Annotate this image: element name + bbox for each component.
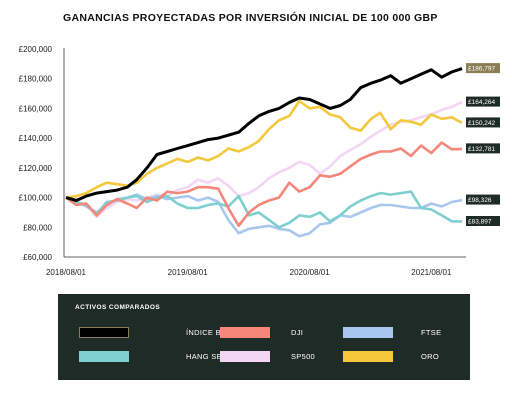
end-label-text: £132,781	[468, 146, 495, 153]
series-line-hang-seng	[65, 190, 463, 229]
end-label: £186,797	[466, 63, 500, 74]
series-line-dji	[65, 141, 463, 228]
end-label-box	[466, 143, 500, 154]
legend-swatch	[220, 351, 270, 362]
end-label-box	[466, 96, 500, 107]
legend-label: DJI	[291, 328, 304, 337]
end-label: £150,242	[466, 117, 500, 128]
x-tick-labels: 2018/08/01 2019/08/01 2020/08/01 2021/08/01	[46, 268, 452, 277]
end-label: £83,897	[466, 215, 500, 226]
legend-swatch	[220, 327, 270, 338]
legend-label: SP500	[291, 352, 316, 361]
end-label-text: £164,264	[468, 99, 495, 106]
end-label-box	[466, 63, 500, 74]
end-label-text: £83,897	[468, 218, 492, 225]
y-tick-label: £180,000	[19, 75, 53, 84]
legend-swatch	[343, 327, 393, 338]
x-tick-label: 2019/08/01	[168, 268, 209, 277]
y-tick-label: £160,000	[19, 104, 53, 113]
legend-swatch	[79, 327, 129, 338]
end-labels: £186,797 £164,264 £150,242 £132,781 £98,326 £…	[466, 63, 500, 226]
end-label: £98,326	[466, 194, 500, 205]
y-tick-labels: £60,000 £80,000 £100,000 £120,000 £140,000 £1…	[19, 45, 53, 262]
legend-label: ORO	[421, 352, 439, 361]
legend-title: ACTIVOS COMPARADOS	[75, 304, 161, 311]
series-line--ndice-bc20	[65, 67, 463, 202]
end-label: £132,781	[466, 143, 500, 154]
x-tick-label: 2020/08/01	[290, 268, 331, 277]
end-label-text: £98,326	[468, 197, 492, 204]
legend-swatch	[79, 351, 129, 362]
end-label: £164,264	[466, 96, 500, 107]
y-tick-label: £60,000	[23, 253, 52, 262]
end-label-box	[466, 215, 500, 226]
y-tick-label: £200,000	[19, 45, 53, 54]
end-label-box	[466, 117, 500, 128]
chart-title: GANANCIAS PROYECTADAS POR INVERSIÓN INIC…	[63, 11, 438, 24]
y-tick-label: £120,000	[19, 164, 53, 173]
end-label-box	[466, 194, 500, 205]
legend-label: FTSE	[421, 328, 442, 337]
y-tick-label: £100,000	[19, 194, 53, 203]
legend-swatch	[343, 351, 393, 362]
end-label-text: £186,797	[468, 66, 495, 73]
x-tick-label: 2021/08/01	[411, 268, 452, 277]
series-lines	[65, 67, 463, 238]
y-tick-label: £140,000	[19, 134, 53, 143]
legend-label: HANG SENG	[186, 352, 234, 361]
x-tick-label: 2018/08/01	[46, 268, 87, 277]
end-label-text: £150,242	[468, 120, 495, 127]
legend-label: ÍNDICE BC20	[186, 328, 236, 337]
legend: ACTIVOS COMPARADOS ÍNDICE BC20 DJI FTSE HAN…	[58, 294, 470, 380]
y-tick-label: £80,000	[23, 223, 52, 232]
